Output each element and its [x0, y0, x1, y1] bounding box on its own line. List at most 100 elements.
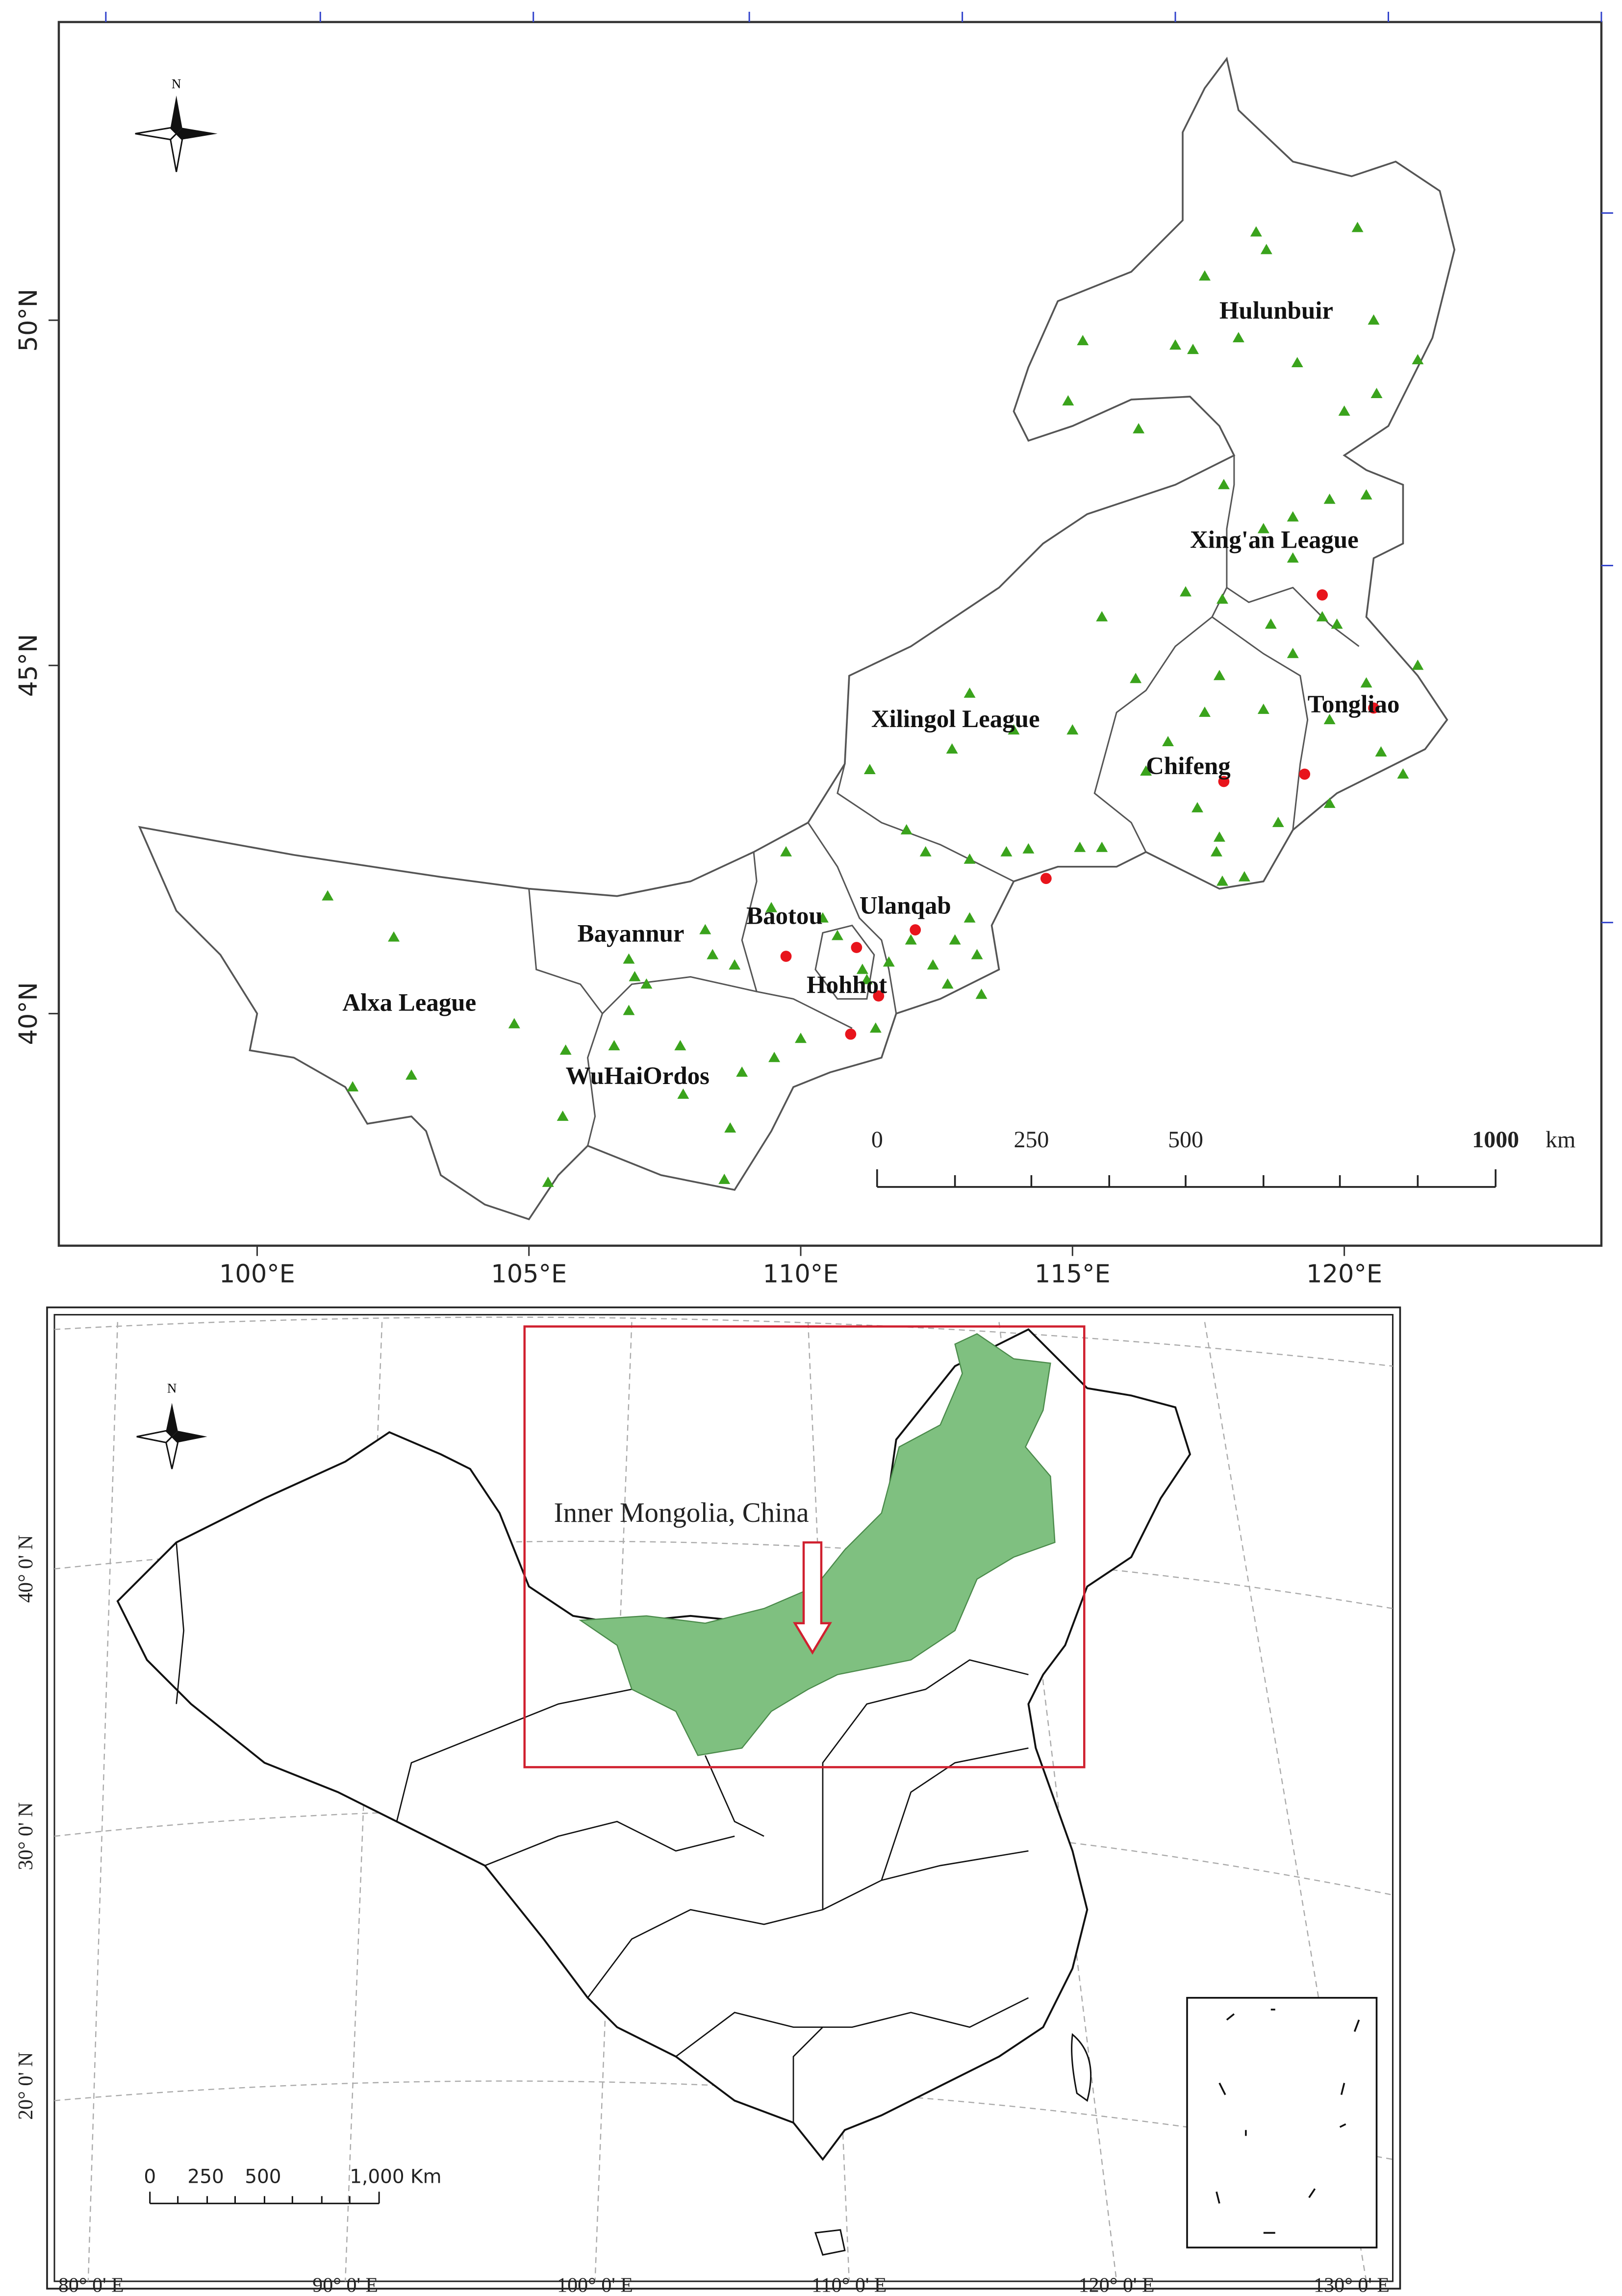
station-marker	[883, 956, 895, 967]
city-marker	[1317, 589, 1328, 601]
city-marker	[1040, 873, 1052, 884]
station-marker	[1360, 489, 1372, 500]
station-marker	[831, 930, 843, 940]
station-marker	[1260, 244, 1272, 254]
station-marker	[623, 1005, 635, 1015]
station-marker	[1375, 746, 1387, 757]
city-marker	[845, 1028, 857, 1040]
station-marker	[1198, 270, 1211, 281]
north-label: N	[167, 1381, 177, 1395]
station-marker	[347, 1081, 359, 1092]
station-marker	[1412, 659, 1424, 670]
station-marker	[861, 974, 873, 984]
longitude-label: 110° 0' E	[811, 2274, 887, 2296]
scale-bar	[149, 2192, 380, 2204]
latitude-label: 40° 0' N	[15, 1535, 37, 1603]
station-marker	[963, 687, 976, 698]
station-marker	[674, 1040, 686, 1051]
station-marker	[508, 1018, 520, 1029]
station-marker	[1360, 677, 1372, 688]
station-marker	[724, 1122, 736, 1133]
longitude-label: 105°E	[491, 1260, 567, 1289]
station-marker	[707, 949, 719, 959]
longitude-label: 115°E	[1035, 1260, 1111, 1289]
region-label: Alxa League	[342, 989, 476, 1016]
station-marker	[1074, 841, 1086, 852]
latitude-label: 30° 0' N	[15, 1802, 37, 1870]
station-marker	[729, 959, 741, 970]
city-marker	[851, 942, 862, 953]
station-marker	[542, 1176, 554, 1187]
station-marker	[1210, 846, 1222, 857]
station-marker	[1265, 618, 1277, 629]
inner-mongolia-outline	[138, 56, 1456, 1220]
station-marker	[1133, 423, 1145, 433]
region-label: Bayannur	[578, 920, 684, 948]
station-marker	[946, 743, 958, 754]
station-marker	[1008, 724, 1020, 735]
scale-label: 1000	[1472, 1127, 1519, 1153]
station-marker	[1257, 704, 1269, 714]
station-marker	[1397, 768, 1409, 779]
station-marker	[1187, 344, 1199, 354]
bottom-map: Inner Mongolia, China N 20° 0' N 30° 0' …	[15, 1306, 1401, 2296]
station-marker	[322, 890, 334, 901]
region-label: Xilingol League	[871, 706, 1040, 733]
scale-label: 1,000 Km	[350, 2166, 441, 2188]
pointer-arrow	[793, 1541, 832, 1655]
station-marker	[623, 953, 635, 964]
region-label: Hohhot	[807, 971, 887, 999]
region-label: Xing'an League	[1190, 527, 1359, 554]
station-marker	[1180, 586, 1192, 597]
station-marker	[557, 1110, 569, 1121]
station-marker	[1000, 846, 1013, 857]
station-marker	[1250, 226, 1262, 237]
station-marker	[1331, 618, 1343, 629]
north-label: N	[172, 76, 181, 91]
latitude-label: 40°N	[14, 982, 43, 1045]
scale-label: 0	[144, 2166, 156, 2188]
station-marker	[1323, 797, 1336, 808]
station-marker	[1096, 841, 1108, 852]
station-marker	[1066, 724, 1079, 735]
station-marker	[795, 1033, 807, 1043]
station-marker	[963, 853, 976, 864]
station-marker	[1338, 405, 1350, 416]
scale-label: 500	[245, 2166, 281, 2188]
city-marker	[910, 924, 921, 935]
latitude-label: 45°N	[14, 634, 43, 697]
longitude-label: 120°E	[1306, 1260, 1382, 1289]
region-label: Baotou	[746, 903, 823, 930]
longitude-label: 120° 0' E	[1079, 2274, 1155, 2296]
station-marker	[869, 1022, 882, 1033]
north-arrow: N	[135, 76, 218, 172]
hainan	[814, 2229, 846, 2256]
station-marker	[765, 902, 778, 912]
taiwan	[1071, 2033, 1092, 2102]
station-marker	[1232, 332, 1244, 343]
station-marker	[559, 1044, 572, 1055]
station-marker	[1287, 648, 1299, 658]
city-stations	[780, 589, 1379, 1040]
station-marker	[1368, 314, 1380, 325]
station-marker	[1216, 593, 1228, 604]
station-marker	[1287, 511, 1299, 522]
station-marker	[1162, 736, 1174, 747]
station-marker	[1238, 871, 1250, 882]
city-marker	[1299, 768, 1311, 780]
station-marker	[1062, 395, 1074, 405]
station-marker	[1216, 875, 1228, 886]
longitude-label: 130° 0' E	[1314, 2274, 1390, 2296]
top-map: Hulunbuir Xing'an League Tongliao Chifen…	[14, 11, 1613, 1289]
station-marker	[736, 1066, 748, 1077]
station-marker	[941, 978, 954, 989]
station-marker	[388, 931, 400, 942]
inner-mongolia-area	[579, 1333, 1056, 1756]
scale-label: 250	[1014, 1127, 1049, 1153]
station-marker	[1217, 479, 1230, 489]
station-marker	[768, 1052, 781, 1062]
south-sea-inset	[1186, 1996, 1378, 2248]
station-marker	[699, 924, 711, 934]
